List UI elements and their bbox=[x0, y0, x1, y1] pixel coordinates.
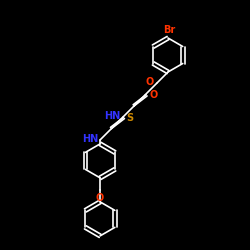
Text: Br: Br bbox=[163, 25, 175, 35]
Text: HN: HN bbox=[104, 111, 121, 121]
Text: O: O bbox=[96, 193, 104, 203]
Text: S: S bbox=[126, 112, 134, 122]
Text: O: O bbox=[146, 77, 154, 87]
Text: HN: HN bbox=[82, 134, 98, 144]
Text: O: O bbox=[149, 90, 157, 100]
